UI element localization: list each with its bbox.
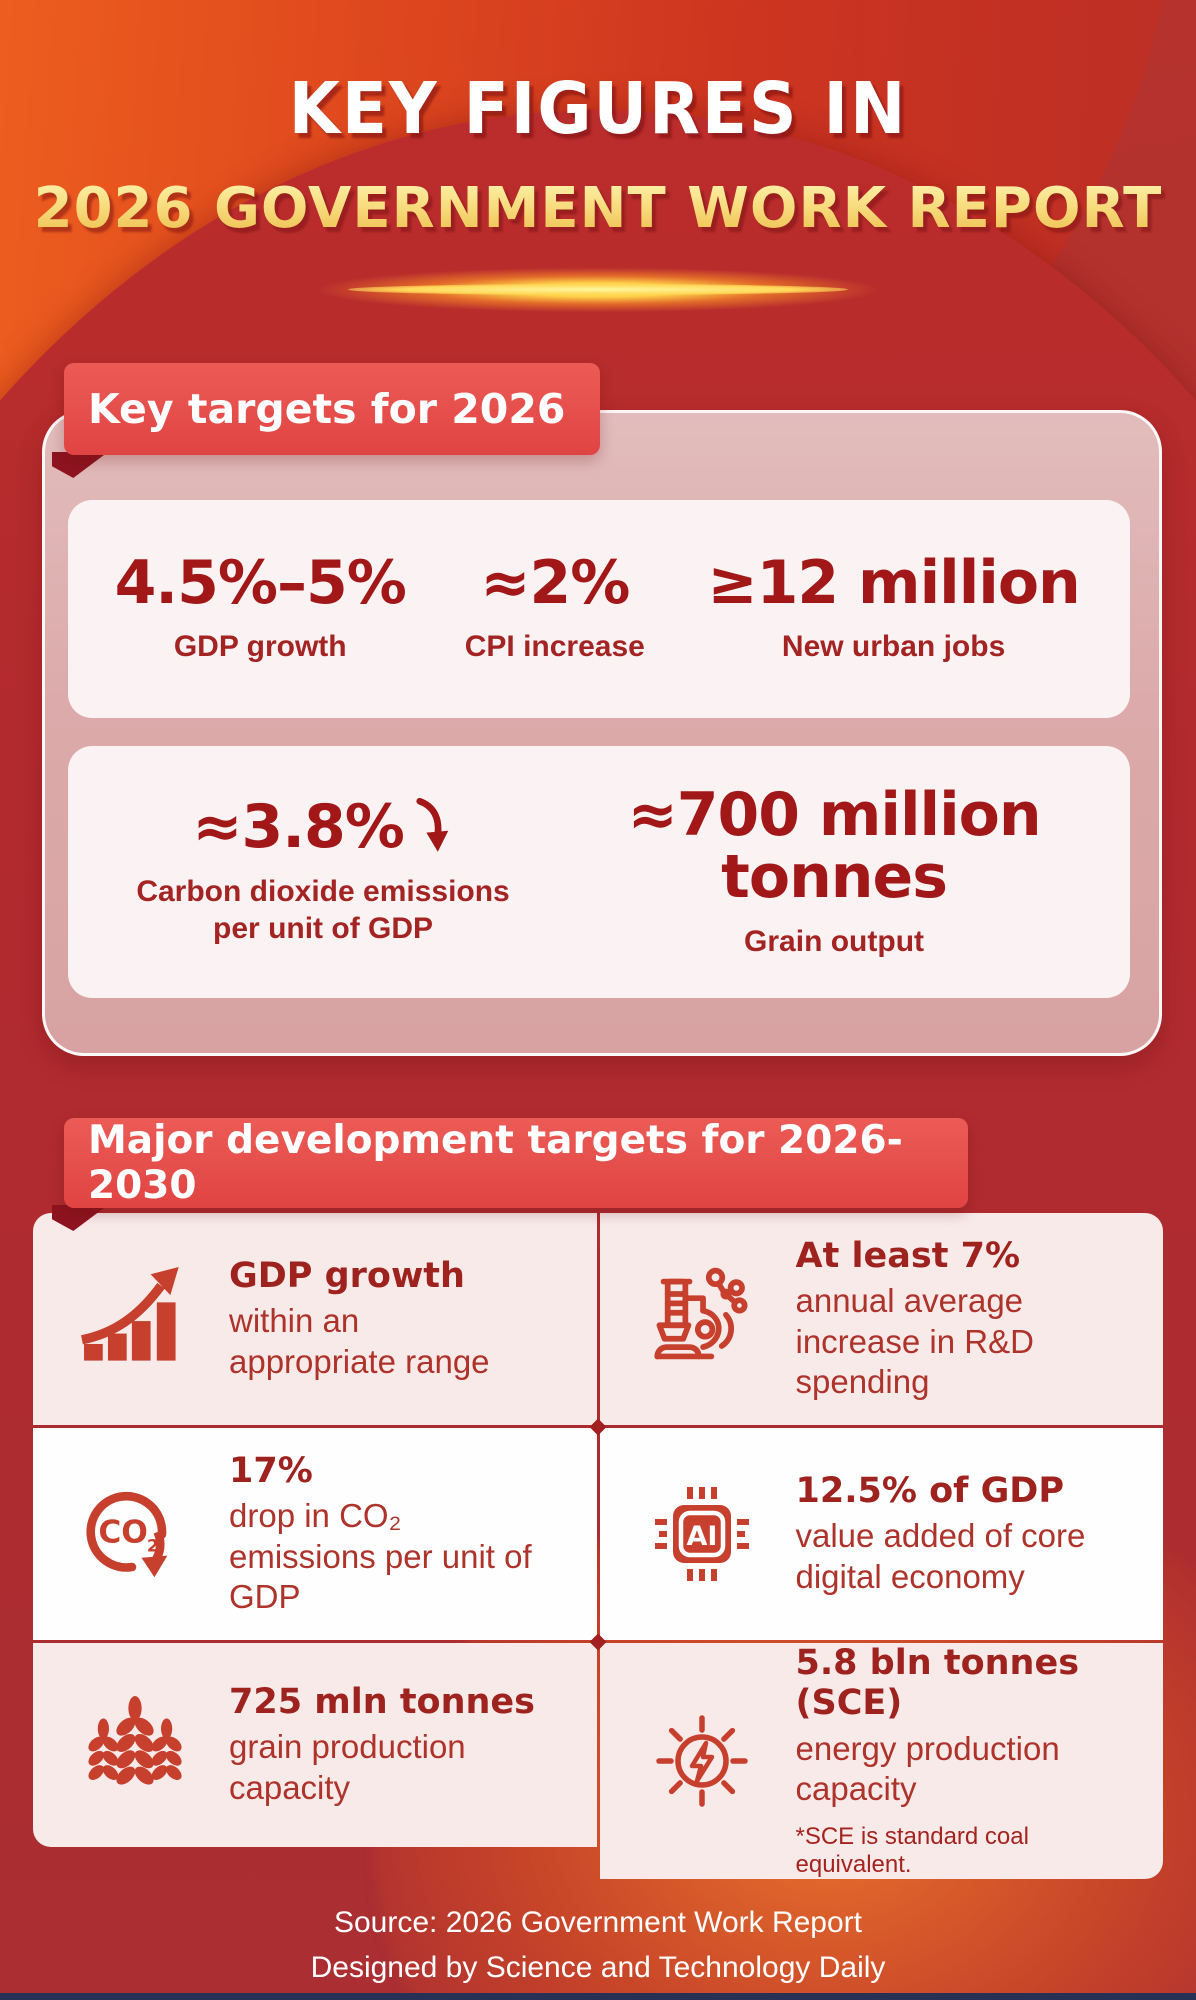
curved-down-arrow-icon — [416, 798, 449, 853]
card-desc: energy production capacity — [795, 1729, 1060, 1807]
card-desc: value added of core digital economy — [795, 1517, 1086, 1595]
stat-value: ≈2% — [480, 548, 630, 619]
source-line: Source: 2026 Government Work Report — [333, 1906, 863, 1939]
card-co2-drop: CO 2 17% drop in CO₂ emissions per unit … — [33, 1428, 597, 1640]
card-grain-capacity: 725 mln tonnes grain production capacity — [33, 1643, 597, 1847]
key-targets-card-primary: 4.5%–5% GDP growth ≈2% CPI increase ≥12 … — [68, 500, 1130, 718]
development-targets-heading: Major development targets for 2026-2030 — [88, 1118, 903, 1208]
glow-divider-core — [348, 284, 848, 295]
card-desc: annual average increase in R&D spending — [795, 1282, 1034, 1400]
ai-chip-icon: AI — [634, 1484, 770, 1584]
grid-column-left: GDP growth within an appropriate range C… — [33, 1213, 597, 1879]
key-targets-heading: Key targets for 2026 — [88, 385, 566, 433]
page-title-line1: KEY FIGURES IN — [288, 66, 908, 151]
card-title: 12.5% of GDP — [795, 1471, 1065, 1512]
microscope-icon — [634, 1267, 770, 1371]
svg-text:AI: AI — [686, 1521, 717, 1552]
growth-chart-icon — [67, 1267, 203, 1371]
stat-value: 4.5%–5% — [114, 548, 407, 619]
card-digital-economy: AI 12.5% of GDP value added of core digi… — [599, 1428, 1163, 1640]
card-desc: grain production capacity — [229, 1728, 466, 1806]
stat-label: Grain output — [744, 924, 925, 958]
card-title: 5.8 bln tonnes (SCE) — [795, 1643, 1080, 1724]
card-title: 725 mln tonnes — [229, 1682, 535, 1723]
development-targets-grid: GDP growth within an appropriate range C… — [33, 1213, 1163, 1879]
stat-grain-output: ≈700 million tonnes Grain output — [558, 784, 1110, 960]
key-targets-banner: Key targets for 2026 — [64, 363, 600, 455]
svg-text:CO: CO — [98, 1515, 148, 1551]
card-title: At least 7% — [795, 1236, 1021, 1276]
footer-credits: Source: 2026 Government Work Report Desi… — [0, 1900, 1196, 1990]
key-targets-card-secondary: ≈3.8% Carbon dioxide emissions per unit … — [68, 746, 1130, 998]
bottom-navy-bar — [0, 1993, 1196, 2000]
stat-value: ≈700 million tonnes — [627, 779, 1041, 913]
energy-icon — [634, 1711, 770, 1811]
card-rd-spending: At least 7% annual average increase in R… — [599, 1213, 1163, 1425]
stat-label: New urban jobs — [781, 630, 1006, 664]
card-gdp-growth: GDP growth within an appropriate range — [33, 1213, 597, 1425]
page-title-line2: 2026 GOVERNMENT WORK REPORT — [0, 176, 1196, 241]
card-title: 17% — [229, 1451, 313, 1491]
card-desc: within an appropriate range — [229, 1302, 490, 1380]
stat-co2-emissions: ≈3.8% Carbon dioxide emissions per unit … — [88, 796, 558, 947]
sce-footnote: *SCE is standard coal equivalent. — [795, 1823, 1029, 1878]
stat-label: Carbon dioxide emissions per unit of GDP — [136, 874, 510, 946]
wheat-icon — [67, 1694, 203, 1796]
card-title: GDP growth — [229, 1256, 465, 1297]
designer-line: Designed by Science and Technology Daily — [310, 1951, 886, 1984]
stat-gdp-growth: 4.5%–5% GDP growth — [108, 552, 412, 666]
stat-cpi-increase: ≈2% CPI increase — [447, 552, 663, 666]
development-targets-banner: Major development targets for 2026-2030 — [64, 1118, 968, 1208]
stat-label: GDP growth — [173, 630, 347, 664]
stat-new-urban-jobs: ≥12 million New urban jobs — [697, 552, 1090, 666]
grid-column-right: At least 7% annual average increase in R… — [599, 1213, 1163, 1879]
card-energy-capacity: 5.8 bln tonnes (SCE) energy production c… — [599, 1643, 1163, 1879]
stat-value: ≥12 million — [707, 548, 1080, 619]
stat-label: CPI increase — [464, 630, 645, 664]
co2-reduction-icon: CO 2 — [67, 1480, 203, 1588]
stat-value: ≈3.8% — [192, 792, 405, 863]
card-desc: drop in CO₂ emissions per unit of GDP — [229, 1497, 532, 1615]
